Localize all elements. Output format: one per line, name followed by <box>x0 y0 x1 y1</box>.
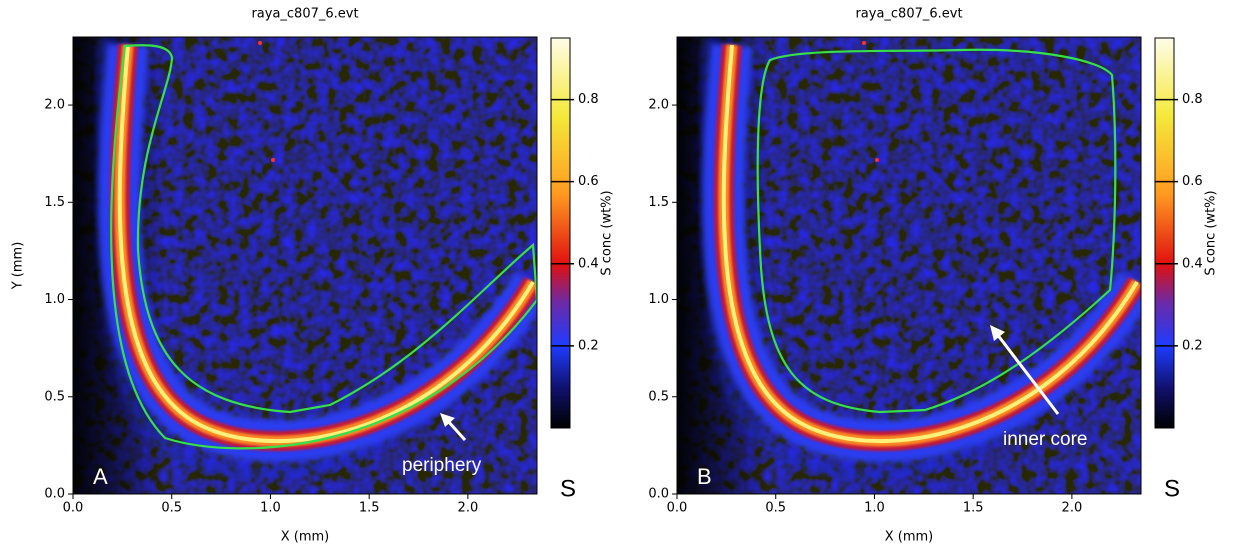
colorbar-tick-label: 0.2 <box>578 338 599 353</box>
colorbar <box>550 37 571 429</box>
panel-label: A <box>93 464 108 489</box>
y-tick-label: 2.0 <box>44 98 65 113</box>
arrow <box>995 333 1060 415</box>
plot-frame <box>676 36 1142 495</box>
y-tick-label: 1.0 <box>44 292 65 307</box>
x-tick-label: 0.5 <box>161 501 182 516</box>
plot-frame <box>72 36 538 495</box>
contour <box>110 44 537 450</box>
x-tick-label: 2.0 <box>458 501 479 516</box>
x-axis-label: X (mm) <box>885 530 934 545</box>
y-tick-label: 0.5 <box>44 389 65 404</box>
x-tick-label: 1.0 <box>864 501 885 516</box>
panel-label: B <box>697 464 712 489</box>
contour <box>756 48 1117 414</box>
colorbar-tick-label: 0.8 <box>1182 92 1203 107</box>
colorbar-tick-label: 0.6 <box>1182 174 1203 189</box>
y-tick-label: 1.5 <box>44 195 65 210</box>
heatmap-image: A periphery <box>73 37 537 494</box>
colorbar-tick-label: 0.6 <box>578 174 599 189</box>
arrowhead <box>440 413 455 427</box>
y-axis-label: Y (mm) <box>11 242 26 291</box>
x-tick-label: 1.5 <box>963 501 984 516</box>
y-tick-label: 0.5 <box>648 389 669 404</box>
element-label: S <box>560 475 576 502</box>
chart-title: raya_c807_6.evt <box>855 7 962 22</box>
annotation: periphery <box>402 455 482 476</box>
heatmap-image: B inner core <box>677 37 1147 494</box>
colorbar-label: S conc (wt%) <box>1204 190 1219 275</box>
x-axis-label: X (mm) <box>281 530 330 545</box>
x-tick-label: 0.0 <box>667 501 688 516</box>
colorbar-label: S conc (wt%) <box>600 190 615 275</box>
x-tick-label: 1.0 <box>260 501 281 516</box>
colorbar-tick-label: 0.4 <box>578 256 599 271</box>
y-tick-label: 2.0 <box>648 98 669 113</box>
y-tick-label: 1.0 <box>648 292 669 307</box>
colorbar-tick-label: 0.2 <box>1182 338 1203 353</box>
arrow <box>445 418 467 442</box>
x-tick-label: 0.5 <box>765 501 786 516</box>
colorbar-tick-label: 0.4 <box>1182 256 1203 271</box>
y-tick-label: 0.0 <box>648 487 669 502</box>
y-tick-label: 1.5 <box>648 195 669 210</box>
x-tick-label: 1.5 <box>359 501 380 516</box>
arrowhead <box>990 325 1005 341</box>
colorbar <box>1154 37 1175 429</box>
x-tick-label: 2.0 <box>1062 501 1083 516</box>
x-tick-label: 0.0 <box>63 501 84 516</box>
annotation: inner core <box>1003 429 1088 450</box>
colorbar-tick-label: 0.8 <box>578 92 599 107</box>
element-label: S <box>1164 475 1180 502</box>
chart-title: raya_c807_6.evt <box>251 7 358 22</box>
y-tick-label: 0.0 <box>44 487 65 502</box>
